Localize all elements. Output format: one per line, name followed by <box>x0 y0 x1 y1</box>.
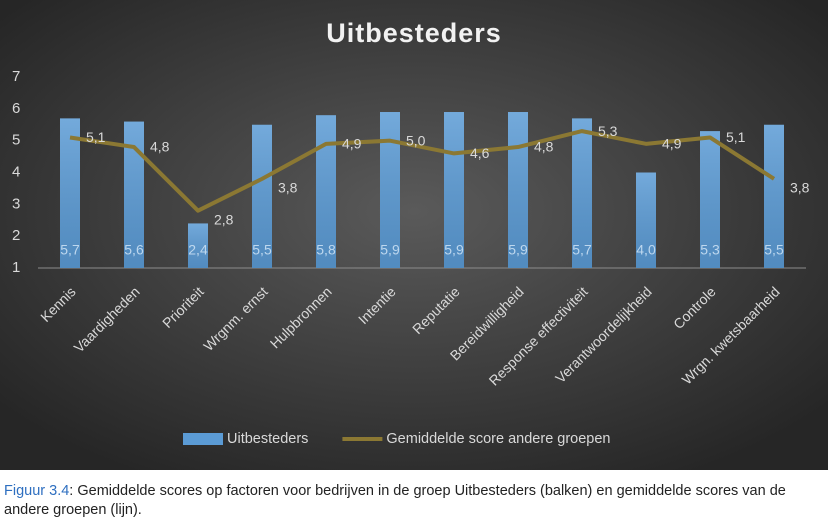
line-value-label: 5,0 <box>406 132 426 148</box>
line <box>69 129 776 213</box>
caption-label: Figuur 3.4 <box>4 483 70 499</box>
bar-shade <box>572 118 592 268</box>
bar-shade <box>316 115 336 268</box>
bar-value-label: 5,5 <box>252 242 272 258</box>
y-tick-label: 5 <box>12 132 20 149</box>
bar-shade <box>252 124 272 268</box>
bar-shade <box>380 112 400 269</box>
bar-value-label: 4,0 <box>636 242 656 258</box>
line-value-label: 2,8 <box>214 211 234 227</box>
line-value-label: 5,1 <box>86 129 106 145</box>
line-value-label: 4,6 <box>470 145 490 161</box>
bar-shade <box>636 172 656 268</box>
bar-value-label: 5,6 <box>124 242 144 258</box>
bar-value-label: 5,9 <box>380 242 400 258</box>
line-value-label: 4,8 <box>150 139 170 155</box>
legend-label: Uitbesteders <box>227 431 308 447</box>
legend-swatch <box>183 433 223 445</box>
bar-shade <box>700 131 720 268</box>
line-value-label: 3,8 <box>790 180 810 196</box>
line-value-label: 5,1 <box>726 129 746 145</box>
y-tick-label: 1 <box>12 259 20 276</box>
y-tick-label: 6 <box>12 100 20 117</box>
bar-shade <box>60 118 80 268</box>
bar-value-label: 2,4 <box>188 242 208 258</box>
y-tick-label: 3 <box>12 195 20 212</box>
chart-title: Uitbesteders <box>326 18 502 48</box>
bar-value-label: 5,9 <box>444 242 464 258</box>
bar-shade <box>764 124 784 268</box>
y-tick-label: 7 <box>12 68 20 85</box>
y-tick-label: 2 <box>12 227 20 244</box>
legend-label: Gemiddelde score andere groepen <box>386 431 610 447</box>
bar-value-label: 5,5 <box>764 242 784 258</box>
caption-text: : Gemiddelde scores op factoren voor bed… <box>4 483 786 518</box>
caption: Figuur 3.4: Gemiddelde scores op factore… <box>4 482 824 520</box>
bar-value-label: 5,3 <box>700 242 720 258</box>
bar-value-label: 5,8 <box>316 242 336 258</box>
bar-shade <box>508 112 528 269</box>
line-value-label: 5,3 <box>598 123 618 139</box>
bar-value-label: 5,7 <box>60 242 80 258</box>
bar-value-label: 5,9 <box>508 242 528 258</box>
bar-value-label: 5,7 <box>572 242 592 258</box>
bar-shade <box>124 121 144 268</box>
y-tick-label: 4 <box>12 163 20 180</box>
line-value-label: 4,9 <box>342 136 362 152</box>
line-value-label: 4,9 <box>662 136 682 152</box>
line-value-label: 3,8 <box>278 180 298 196</box>
bar-shade <box>188 223 208 268</box>
line-value-label: 4,8 <box>534 139 554 155</box>
